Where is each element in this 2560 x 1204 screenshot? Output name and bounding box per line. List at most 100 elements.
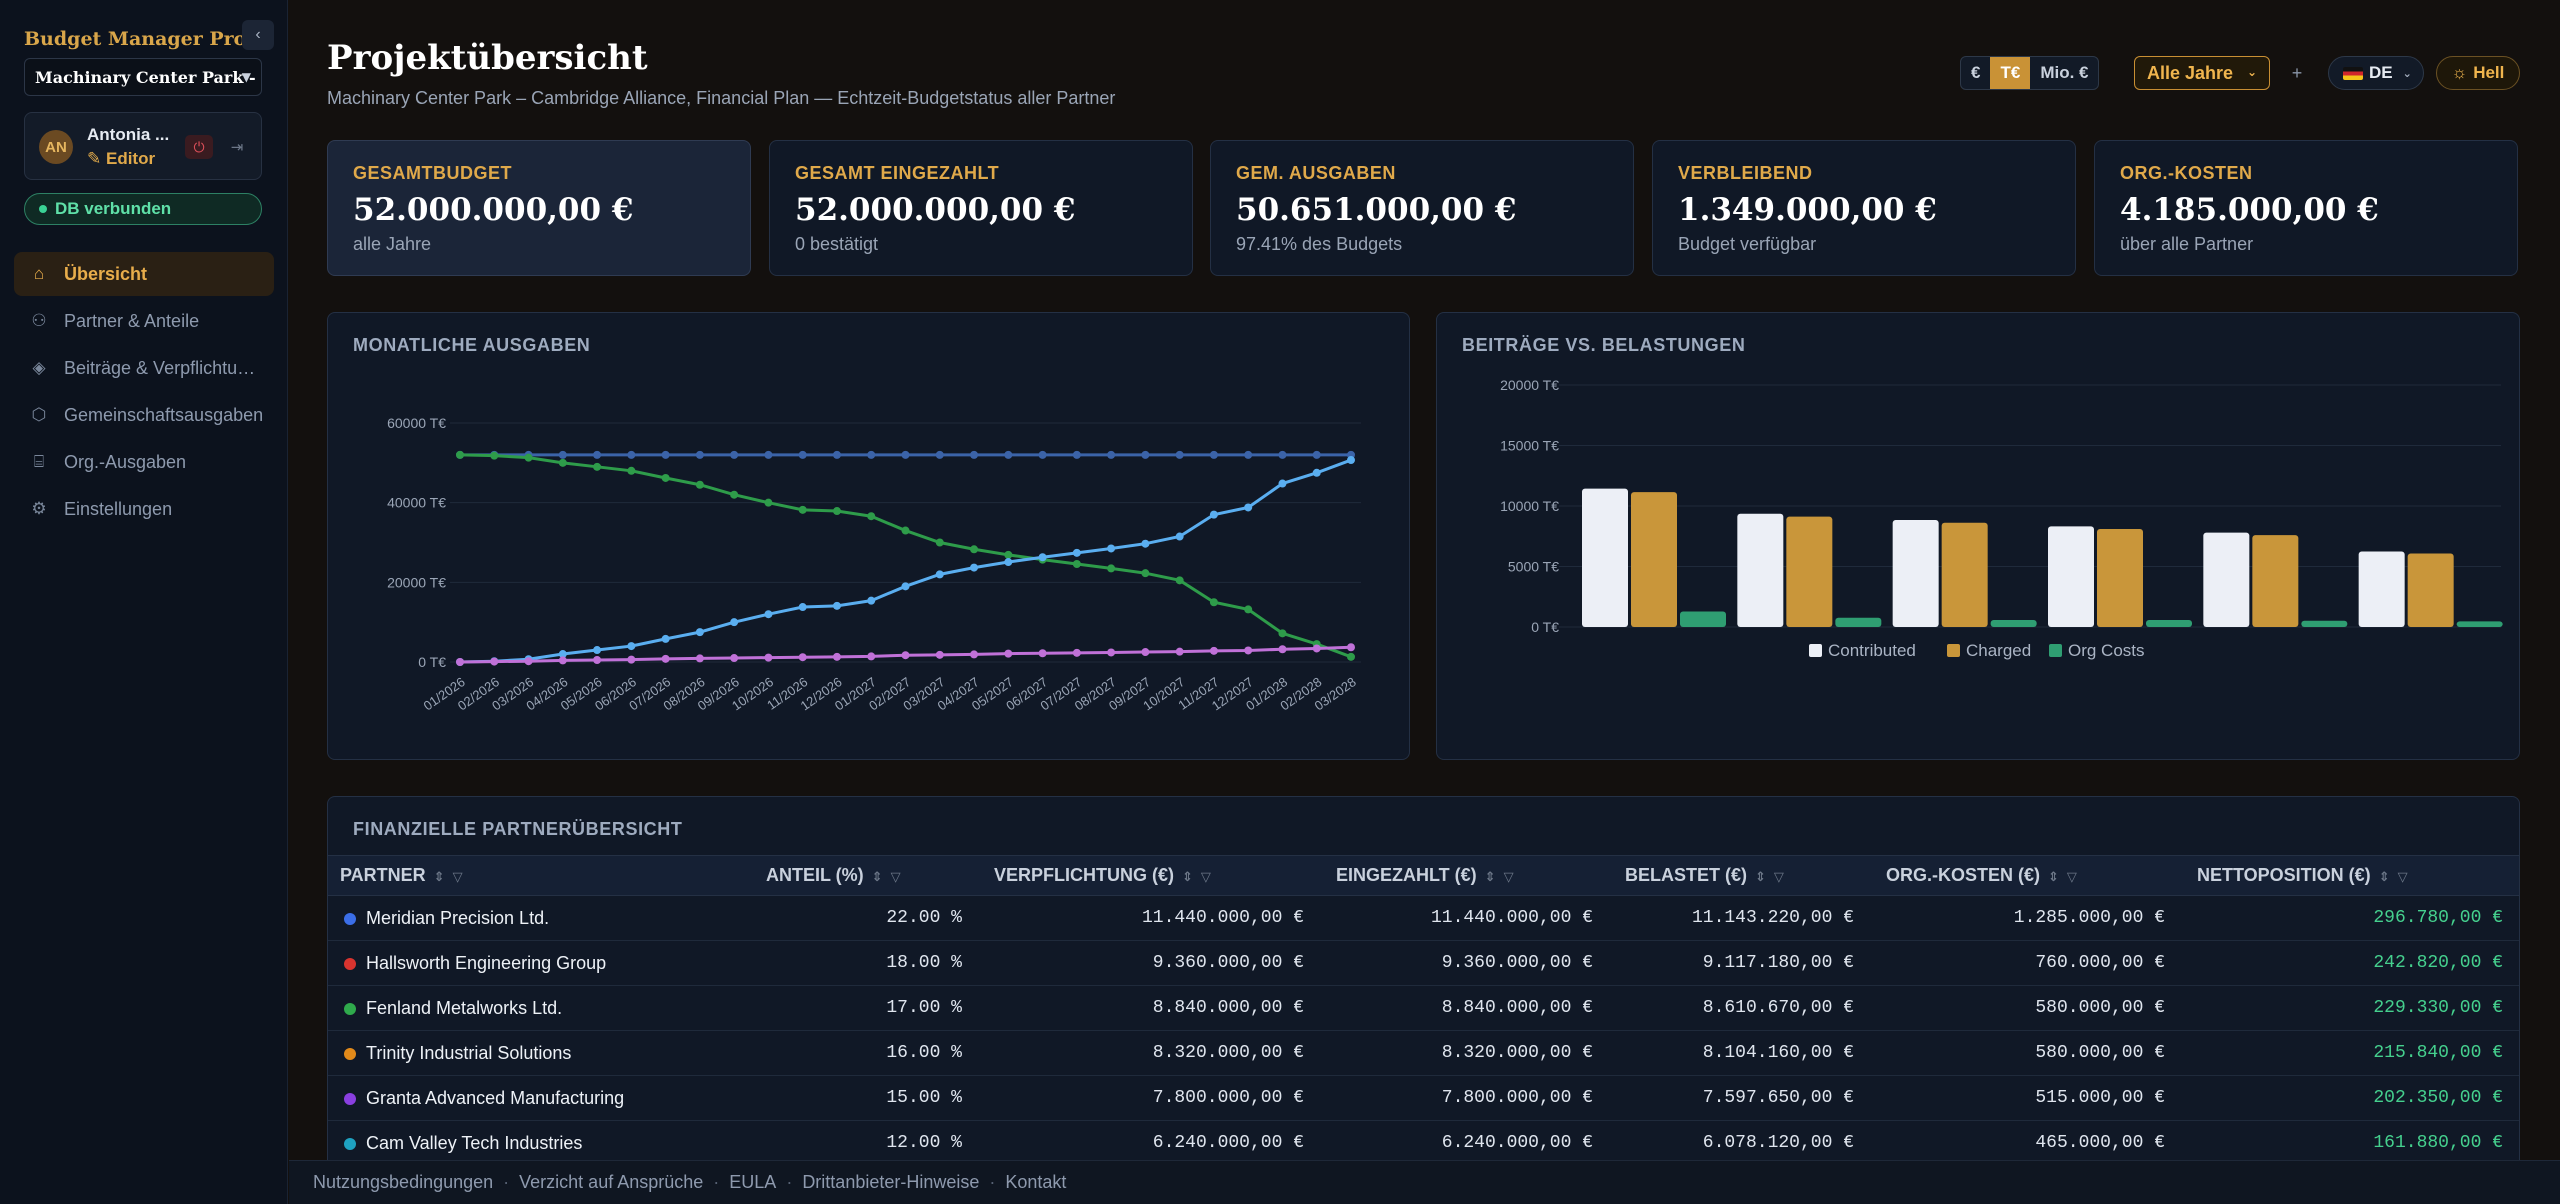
- data-point: [1175, 576, 1184, 585]
- data-point: [524, 657, 533, 666]
- project-select-value: Machinary Center Park - Cambridge Allian…: [35, 67, 261, 87]
- footer-link-nutzungsbedingungen[interactable]: Nutzungsbedingungen: [313, 1172, 494, 1192]
- chevron-left-icon: ‹: [255, 26, 261, 43]
- sidebar-item-label: Übersicht: [64, 263, 148, 284]
- filter-icon[interactable]: ▽: [2066, 869, 2077, 884]
- filter-icon[interactable]: ▽: [2397, 869, 2408, 884]
- series-line: [459, 453, 1352, 659]
- column-header-nettoposition[interactable]: NETTOPOSITION (€) ⇕ ▽: [2181, 855, 2519, 896]
- data-point: [627, 655, 636, 664]
- data-point: [558, 450, 567, 459]
- column-header-belastet[interactable]: BELASTET (€) ⇕ ▽: [1609, 855, 1870, 896]
- language-select[interactable]: DE ⌄: [2328, 56, 2424, 90]
- paid-cell-value: 8.320.000,00 €: [1441, 1043, 1593, 1063]
- kpi-card-ausgaben[interactable]: GEM. AUSGABEN 50.651.000,00 € 97.41% des…: [1210, 140, 1634, 276]
- filter-icon[interactable]: ▽: [890, 869, 901, 884]
- year-select[interactable]: Alle Jahre ⌄: [2134, 56, 2270, 90]
- sidebar-item-beitraege[interactable]: ◈ Beiträge & Verpflichtungen: [14, 346, 274, 390]
- kpi-value: 50.651.000,00 €: [1236, 192, 1517, 228]
- table-row[interactable]: Cam Valley Tech Industries 12.00 % 6.240.0…: [328, 1120, 2519, 1166]
- users-icon: ⚇: [31, 311, 47, 330]
- partner-table-panel: FINANZIELLE PARTNERÜBERSICHT PARTNER ⇕ ▽ A…: [327, 796, 2520, 1204]
- legend-label: Org Costs: [2068, 641, 2145, 660]
- collapse-sidebar-button[interactable]: ‹: [242, 20, 274, 50]
- footer-link-kontakt[interactable]: Kontakt: [1005, 1172, 1067, 1192]
- table-row[interactable]: Fenland Metalworks Ltd. 17.00 % 8.840.000,…: [328, 985, 2519, 1031]
- column-header-partner[interactable]: PARTNER ⇕ ▽: [328, 855, 750, 896]
- table-row[interactable]: Granta Advanced Manufacturing 15.00 % 7.80…: [328, 1075, 2519, 1121]
- charged-cell: 8.610.670,00 €: [1609, 985, 1870, 1031]
- net-position-cell-value: 161.880,00 €: [2373, 1133, 2503, 1153]
- sidebar-item-uebersicht[interactable]: ⌂ Übersicht: [14, 252, 274, 296]
- chart-title: MONATLICHE AUSGABEN: [353, 335, 591, 355]
- data-point: [901, 651, 910, 660]
- footer-link-drittanbieter[interactable]: Drittanbieter-Hinweise: [802, 1172, 980, 1192]
- org-cost-cell: 1.285.000,00 €: [1870, 895, 2181, 941]
- project-select[interactable]: Machinary Center Park - Cambridge Allian…: [24, 58, 262, 96]
- column-header-eingezahlt[interactable]: EINGEZAHLT (€) ⇕ ▽: [1320, 855, 1609, 896]
- sort-icon[interactable]: ⇕: [1484, 869, 1496, 884]
- sidebar-item-partner[interactable]: ⚇ Partner & Anteile: [14, 299, 274, 343]
- logout-button[interactable]: ⇥: [223, 135, 251, 159]
- data-point: [1209, 510, 1218, 519]
- commitment-cell: 11.440.000,00 €: [978, 895, 1320, 941]
- data-point: [593, 450, 602, 459]
- net-position-cell: 242.820,00 €: [2181, 940, 2519, 986]
- power-button[interactable]: ⏻: [185, 135, 213, 159]
- sidebar-item-gemeinschaftsausgaben[interactable]: ⬡ Gemeinschaftsausgaben: [14, 393, 274, 437]
- sidebar-item-einstellungen[interactable]: ⚙ Einstellungen: [14, 487, 274, 531]
- filter-icon[interactable]: ▽: [1503, 869, 1514, 884]
- sort-icon[interactable]: ⇕: [871, 869, 883, 884]
- year-select-value: Alle Jahre: [2147, 62, 2234, 83]
- paid-cell-value: 9.360.000,00 €: [1441, 953, 1593, 973]
- table-row[interactable]: Trinity Industrial Solutions 16.00 % 8.320…: [328, 1030, 2519, 1076]
- footer-link-eula[interactable]: EULA: [729, 1172, 777, 1192]
- bar: [2301, 620, 2348, 627]
- sidebar-item-label: Gemeinschaftsausgaben: [64, 404, 264, 425]
- filter-icon[interactable]: ▽: [1200, 869, 1211, 884]
- kpi-card-gesamtbudget[interactable]: GESAMTBUDGET 52.000.000,00 € alle Jahre: [327, 140, 751, 276]
- sort-icon[interactable]: ⇕: [1182, 869, 1193, 884]
- partner-cell-value: Cam Valley Tech Industries: [366, 1132, 583, 1153]
- kpi-value: 1.349.000,00 €: [1678, 192, 1937, 228]
- sort-icon[interactable]: ⇕: [433, 869, 445, 884]
- sort-icon[interactable]: ⇕: [2048, 869, 2059, 884]
- sort-icon[interactable]: ⇕: [2378, 869, 2390, 884]
- data-point: [490, 657, 499, 666]
- unit-euro-button[interactable]: €: [1971, 63, 1981, 82]
- kpi-card-org-kosten[interactable]: ORG.-KOSTEN 4.185.000,00 € über alle Par…: [2094, 140, 2518, 276]
- share-cell: 17.00 %: [750, 985, 978, 1031]
- share-cell-value: 18.00 %: [886, 953, 962, 973]
- kpi-card-verbleibend[interactable]: VERBLEIBEND 1.349.000,00 € Budget verfüg…: [1652, 140, 2076, 276]
- unit-mio-button[interactable]: Mio. €: [2040, 63, 2089, 82]
- theme-toggle-button[interactable]: ☼ Hell: [2436, 56, 2520, 90]
- share-cell-value: 17.00 %: [886, 998, 962, 1018]
- table-row[interactable]: Hallsworth Engineering Group 18.00 % 9.360…: [328, 940, 2519, 986]
- column-header-verpflichtung[interactable]: VERPFLICHTUNG (€) ⇕ ▽: [978, 855, 1320, 896]
- column-header-anteil[interactable]: ANTEIL (%) ⇕ ▽: [750, 855, 978, 896]
- add-button[interactable]: +: [2280, 56, 2314, 90]
- sort-icon[interactable]: ⇕: [1755, 869, 1766, 884]
- data-point: [627, 642, 636, 651]
- paid-cell-value: 8.840.000,00 €: [1441, 998, 1593, 1018]
- y-tick-label: 5000 T€: [1508, 559, 1559, 575]
- filter-icon[interactable]: ▽: [452, 869, 463, 884]
- data-point: [1347, 456, 1355, 465]
- app-brand: Budget Manager Pro: [24, 28, 247, 50]
- data-point: [764, 498, 773, 507]
- footer: Nutzungsbedingungen · Verzicht auf Anspr…: [289, 1160, 2560, 1204]
- kpi-value: 52.000.000,00 €: [353, 192, 634, 228]
- table-row[interactable]: Meridian Precision Ltd. 22.00 % 11.440.000…: [328, 895, 2519, 941]
- filter-icon[interactable]: ▽: [1773, 869, 1784, 884]
- partner-color-dot-icon: [344, 957, 356, 970]
- sidebar-item-org-ausgaben[interactable]: ⌸ Org.-Ausgaben: [14, 440, 274, 484]
- unit-teuro-button[interactable]: T€: [1990, 57, 2031, 89]
- sidebar-item-label: Org.-Ausgaben: [64, 451, 187, 472]
- partner-table: PARTNER ⇕ ▽ ANTEIL (%) ⇕ ▽ VERPFLICHTUNG (€)…: [328, 855, 2519, 1166]
- footer-link-verzicht[interactable]: Verzicht auf Ansprüche: [519, 1172, 704, 1192]
- column-header-org-kosten[interactable]: ORG.-KOSTEN (€) ⇕ ▽: [1870, 855, 2181, 896]
- net-position-cell-value: 202.350,00 €: [2373, 1088, 2503, 1108]
- footer-separator: ·: [713, 1172, 720, 1192]
- kpi-card-eingezahlt[interactable]: GESAMT EINGEZAHLT 52.000.000,00 € 0 best…: [769, 140, 1193, 276]
- kpi-label: GESAMT EINGEZAHLT: [795, 163, 1000, 183]
